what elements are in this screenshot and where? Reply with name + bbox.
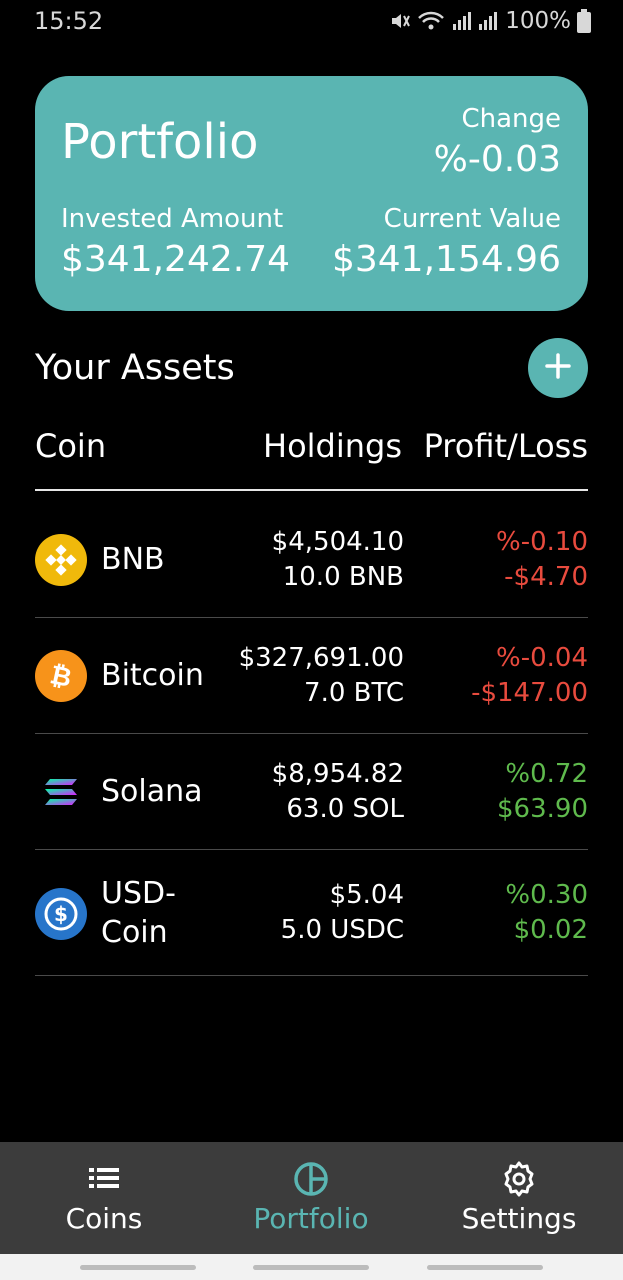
battery-percentage: 100% — [505, 8, 571, 34]
holding-quantity: 10.0 BNB — [282, 562, 404, 592]
bottom-navigation: Coins Portfolio Settings — [0, 1142, 623, 1254]
plus-icon — [544, 352, 572, 384]
nav-settings[interactable]: Settings — [415, 1142, 623, 1254]
portfolio-title: Portfolio — [61, 114, 259, 170]
battery-icon — [577, 9, 591, 33]
column-header-profit-loss: Profit/Loss — [423, 427, 588, 465]
asset-row-usd-coin[interactable]: $ USD- Coin $5.04 5.0 USDC %0.30 $0.02 — [35, 850, 588, 976]
bnb-icon — [35, 534, 87, 586]
coin-name: BNB — [101, 542, 165, 577]
nav-label-portfolio: Portfolio — [253, 1202, 369, 1235]
profit-loss-amount: -$4.70 — [504, 562, 588, 592]
holding-value: $5.04 — [329, 880, 404, 910]
system-recents-handle[interactable] — [80, 1265, 196, 1270]
current-value-value: $341,154.96 — [331, 239, 561, 280]
current-value-label: Current Value — [383, 204, 561, 234]
svg-text:₿: ₿ — [47, 660, 74, 693]
invested-amount-value: $341,242.74 — [61, 239, 291, 280]
nav-label-settings: Settings — [461, 1202, 577, 1235]
pie-chart-icon — [292, 1160, 330, 1202]
portfolio-summary-card: Portfolio Change %-0.03 Invested Amount … — [35, 76, 588, 311]
profit-loss-amount: -$147.00 — [471, 678, 588, 708]
status-bar: 15:52 100% — [0, 0, 623, 44]
nav-portfolio[interactable]: Portfolio — [207, 1142, 415, 1254]
header-divider — [35, 489, 588, 491]
asset-row-bnb[interactable]: BNB $4,504.10 10.0 BNB %-0.10 -$4.70 — [35, 502, 588, 618]
coin-name: Bitcoin — [101, 658, 204, 693]
asset-row-bitcoin[interactable]: ₿ Bitcoin $327,691.00 7.0 BTC %-0.04 -$1… — [35, 618, 588, 734]
holding-quantity: 5.0 USDC — [280, 915, 404, 945]
list-icon — [86, 1160, 122, 1200]
usdc-icon: $ — [35, 888, 87, 940]
coin-name-line-2: Coin — [101, 915, 168, 950]
status-time: 15:52 — [34, 7, 104, 35]
profit-loss-percent: %0.72 — [505, 759, 588, 789]
svg-text:$: $ — [54, 902, 68, 926]
system-home-handle[interactable] — [253, 1265, 369, 1270]
solana-icon — [35, 766, 87, 818]
holding-value: $327,691.00 — [238, 643, 404, 673]
status-icons: 100% — [389, 8, 591, 34]
profit-loss-percent: %-0.04 — [496, 643, 588, 673]
mute-icon — [389, 10, 411, 32]
profit-loss-percent: %0.30 — [505, 880, 588, 910]
holding-quantity: 63.0 SOL — [286, 794, 404, 824]
holding-value: $4,504.10 — [271, 527, 404, 557]
bitcoin-icon: ₿ — [35, 650, 87, 702]
change-value: %-0.03 — [433, 139, 561, 180]
coin-name-line-1: USD- — [101, 876, 176, 911]
column-header-coin: Coin — [35, 427, 107, 465]
asset-row-solana[interactable]: Solana $8,954.82 63.0 SOL %0.72 $63.90 — [35, 734, 588, 850]
signal-icon — [451, 10, 472, 32]
change-label: Change — [461, 104, 561, 134]
system-navigation-bar — [0, 1254, 623, 1280]
holding-quantity: 7.0 BTC — [304, 678, 404, 708]
your-assets-heading: Your Assets — [35, 348, 235, 388]
column-header-holdings: Holdings — [263, 427, 402, 465]
profit-loss-percent: %-0.10 — [496, 527, 588, 557]
coin-name: Solana — [101, 774, 203, 809]
holding-value: $8,954.82 — [271, 759, 404, 789]
profit-loss-amount: $0.02 — [513, 915, 588, 945]
gear-icon — [500, 1160, 538, 1202]
signal-icon — [477, 10, 498, 32]
wifi-icon — [417, 10, 445, 32]
nav-label-coins: Coins — [65, 1202, 143, 1235]
system-back-handle[interactable] — [427, 1265, 543, 1270]
nav-coins[interactable]: Coins — [0, 1142, 208, 1254]
profit-loss-amount: $63.90 — [497, 794, 588, 824]
add-asset-button[interactable] — [528, 338, 588, 398]
invested-amount-label: Invested Amount — [61, 204, 284, 234]
